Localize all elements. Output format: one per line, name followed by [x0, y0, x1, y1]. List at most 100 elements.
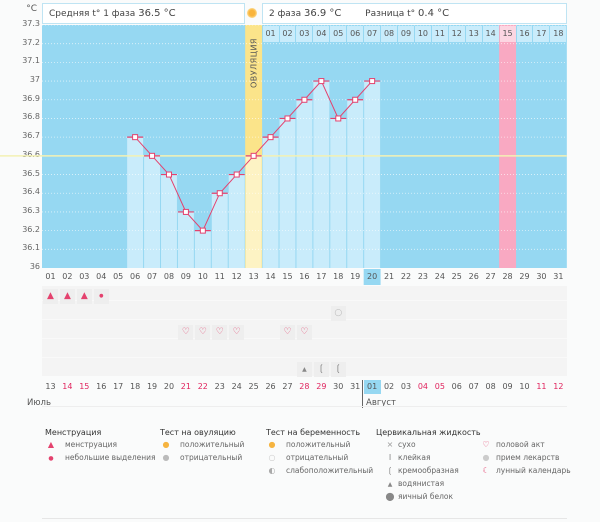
cycle-day-label: 07: [146, 272, 158, 281]
temp-point: [267, 134, 274, 141]
calendar-date[interactable]: 29: [316, 382, 327, 391]
temp-point: [318, 78, 325, 85]
cycle-day-label: 24: [434, 272, 445, 281]
temp-bar: [194, 230, 211, 268]
legend-medication: ● прием лекарств: [480, 453, 560, 462]
legend-pregnancy-weak: ◐ слабоположительный: [266, 466, 374, 475]
top-day-label: 10: [414, 26, 431, 42]
temp-point: [149, 152, 156, 159]
calendar-date[interactable]: 28: [299, 382, 310, 391]
calendar-date[interactable]: 03: [400, 382, 412, 391]
cycle-day-label: 05: [113, 272, 124, 281]
calendar-date[interactable]: 04: [417, 382, 428, 391]
calendar-date[interactable]: 15: [79, 382, 90, 391]
calendar-date[interactable]: 26: [265, 382, 276, 391]
heart-icon[interactable]: ♡: [280, 325, 296, 340]
top-day-label: 04: [313, 26, 330, 42]
y-tick-label: 36.6: [22, 149, 40, 159]
heart-icon[interactable]: ♡: [212, 325, 228, 340]
cycle-day-label: 10: [197, 272, 208, 281]
temperature-chart: [0, 24, 567, 285]
pill-icon: ●: [482, 453, 490, 462]
calendar-date[interactable]: 17: [113, 382, 124, 391]
egg-white-icon: ⬤: [385, 492, 395, 501]
cycle-day-label: 29: [519, 272, 530, 281]
diff-value: 0.4 °C: [418, 8, 450, 19]
legend-cervical-watery: ▲ водянистая: [384, 479, 444, 488]
menstruation-icon[interactable]: ▲: [59, 289, 75, 304]
top-day-label: 09: [398, 26, 414, 42]
menstruation-icon[interactable]: ▲: [76, 289, 92, 304]
calendar-date[interactable]: 07: [468, 382, 479, 391]
calendar-date[interactable]: 24: [231, 382, 242, 391]
cycle-day-label: 27: [485, 272, 496, 281]
calendar-date[interactable]: 14: [62, 382, 73, 391]
menstruation-icon[interactable]: ▲: [43, 289, 58, 304]
calendar-date[interactable]: 08: [485, 382, 496, 391]
cycle-day-label: 11: [214, 272, 225, 281]
legend-cervical-title: Цервикальная жидкость: [376, 428, 481, 437]
temp-point: [182, 208, 189, 215]
temp-point: [199, 227, 206, 234]
calendar-date[interactable]: 05: [434, 382, 445, 391]
y-tick-label: 36: [29, 262, 40, 271]
calendar-date[interactable]: 02: [383, 382, 395, 391]
ovulation-sun-icon: [247, 8, 257, 18]
diff-label: Разница t°: [365, 9, 416, 19]
temp-bar: [144, 155, 161, 268]
heart-icon: ♡: [482, 440, 490, 449]
pregnancy-negative-icon[interactable]: ○: [330, 306, 346, 321]
cycle-day-label: 25: [451, 272, 462, 281]
spotting-icon[interactable]: ●: [93, 289, 109, 304]
legend-cervical-eggwhite: ⬤ яичный белок: [385, 492, 454, 501]
heart-icon[interactable]: ♡: [296, 325, 312, 340]
calendar-date[interactable]: 18: [130, 382, 141, 391]
temp-point: [233, 171, 240, 178]
legend-pregnancy-test-title: Тест на беременность: [266, 428, 361, 437]
watery-icon: ▲: [387, 481, 393, 488]
temp-bar: [228, 174, 245, 268]
heart-icon[interactable]: ♡: [195, 325, 211, 340]
calendar-date[interactable]: 22: [197, 382, 208, 391]
temp-point: [165, 171, 172, 178]
calendar-date[interactable]: 20: [163, 382, 175, 391]
cycle-day-label: 02: [62, 272, 73, 281]
calendar-date[interactable]: 12: [553, 382, 564, 391]
calendar-date[interactable]: 16: [96, 382, 107, 391]
top-day-label: 02: [279, 26, 296, 42]
cycle-day-label: 06: [130, 272, 141, 281]
y-tick-label: 36.3: [22, 205, 40, 215]
calendar-date[interactable]: 30: [333, 382, 344, 391]
calendar-date[interactable]: 09: [502, 382, 513, 391]
calendar-date[interactable]: 21: [180, 382, 191, 391]
cycle-day-label: 17: [316, 272, 327, 281]
calendar-date[interactable]: 01: [363, 380, 381, 394]
y-tick-label: 37.2: [22, 37, 40, 47]
heart-icon[interactable]: ♡: [178, 325, 194, 340]
top-day-label: 16: [516, 26, 533, 42]
calendar-date[interactable]: 19: [146, 382, 158, 391]
calendar-date[interactable]: 11: [536, 382, 547, 391]
calendar-date[interactable]: 23: [214, 382, 225, 391]
calendar-date[interactable]: 27: [282, 382, 293, 391]
phase2-value: 36.9 °C: [303, 8, 342, 19]
watery-icon[interactable]: ▲: [296, 362, 312, 377]
creamy-icon[interactable]: ❲: [330, 362, 346, 377]
legend-menstruation: ▲ менструация: [45, 440, 117, 449]
creamy-icon[interactable]: ❲: [313, 362, 329, 377]
cycle-day-label: 08: [163, 272, 175, 281]
calendar-date[interactable]: 31: [350, 382, 361, 391]
temp-bar: [161, 174, 177, 268]
legend-pregnancy-positive: ● положительный: [266, 440, 351, 449]
calendar-date[interactable]: 13: [45, 382, 56, 391]
calendar-date[interactable]: 25: [248, 382, 259, 391]
dry-icon: ×: [386, 440, 394, 449]
calendar-date[interactable]: 10: [519, 382, 530, 391]
temp-bar: [296, 99, 313, 269]
calendar-date[interactable]: 06: [451, 382, 462, 391]
cycle-day-label: 26: [468, 272, 479, 281]
heart-icon[interactable]: ♡: [229, 325, 245, 340]
y-tick-label: 37.3: [22, 19, 40, 28]
temp-point: [369, 78, 376, 85]
